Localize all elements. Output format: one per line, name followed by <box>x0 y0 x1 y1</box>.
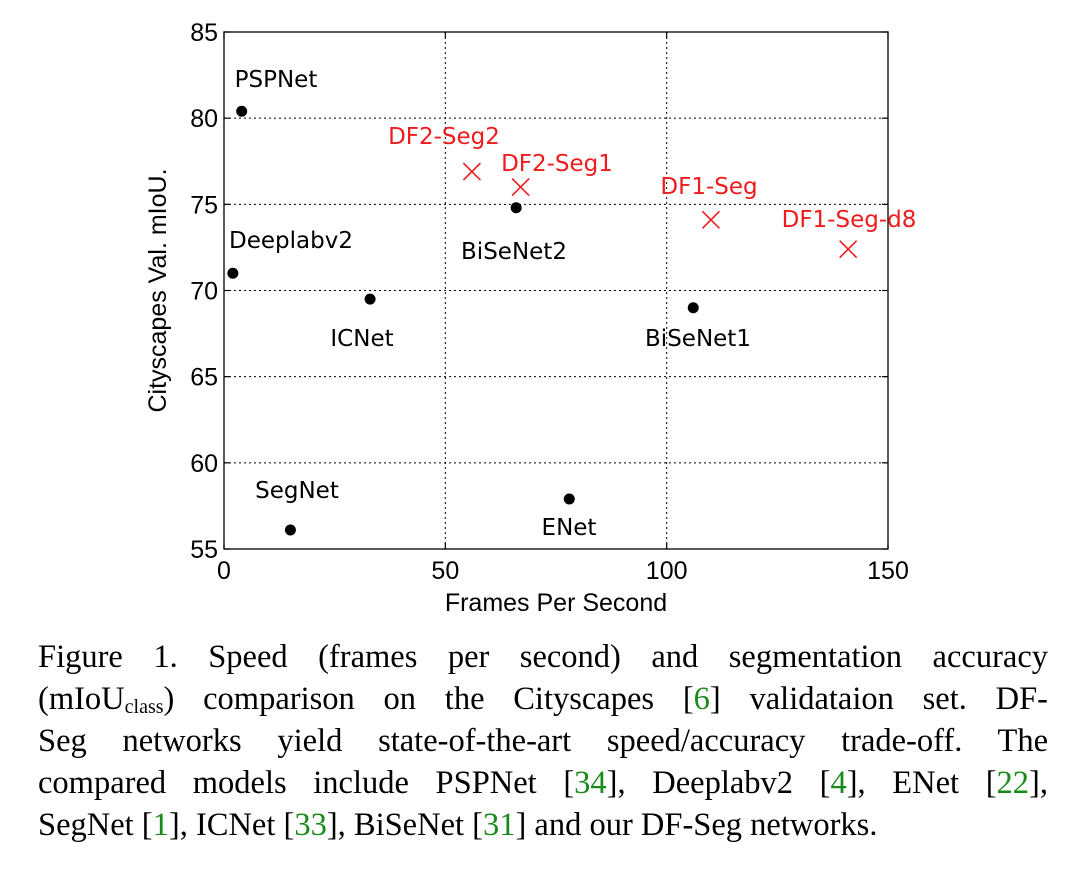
data-point <box>236 105 248 117</box>
caption-text: ) comparison on the Cityscapes [ <box>163 681 694 717</box>
y-tick-label: 55 <box>190 536 218 564</box>
citation-link[interactable]: 4 <box>830 765 847 801</box>
caption-text: ] validataion set. DF- <box>709 681 1049 717</box>
caption-line: SegNet [1], ICNet [33], BiSeNet [31] and… <box>38 804 1048 846</box>
x-tick-label: 150 <box>867 557 909 585</box>
citation-link[interactable]: 22 <box>996 765 1030 801</box>
data-point <box>227 267 239 279</box>
data-point-x-marker <box>511 178 530 197</box>
x-tick-label: 0 <box>217 557 231 585</box>
x-tick-label: 50 <box>431 557 459 585</box>
data-point-label: DF2-Seg2 <box>388 124 500 150</box>
x-axis-ticks: 0 50 100 150 <box>217 32 909 585</box>
data-point <box>364 293 376 305</box>
data-point-label: ICNet <box>330 326 393 352</box>
caption-text: Figure 1. Speed (frames per second) and … <box>38 639 1048 675</box>
data-point <box>284 524 296 536</box>
caption-text: ] and our DF-Seg networks. <box>515 807 878 843</box>
citation-link[interactable]: 31 <box>482 807 516 843</box>
data-point-label: ENet <box>542 515 597 541</box>
caption-line: Figure 1. Speed (frames per second) and … <box>38 636 1048 678</box>
citation-link[interactable]: 6 <box>693 681 710 717</box>
figure-caption: Figure 1. Speed (frames per second) and … <box>38 636 1048 846</box>
y-tick-label: 75 <box>190 191 218 219</box>
caption-line: Seg networks yield state-of-the-art spee… <box>38 720 1048 762</box>
citation-link[interactable]: 1 <box>152 807 169 843</box>
data-point-label: DF1-Seg <box>660 174 757 200</box>
data-point-label: PSPNet <box>235 67 318 93</box>
caption-text: ], BiSeNet [ <box>326 807 483 843</box>
caption-text: SegNet [ <box>38 807 153 843</box>
data-point <box>687 302 699 314</box>
y-axis-ticks: 55 60 65 70 75 80 85 <box>190 19 888 564</box>
x-tick-label: 100 <box>646 557 688 585</box>
data-points: PSPNet Deeplabv2 ICNet SegNet ENet BiSeNet2 Bi… <box>227 67 916 541</box>
scatter-chart: 55 60 65 70 75 80 85 0 50 100 150 Cityscapes Val.… <box>144 19 916 617</box>
citation-link[interactable]: 34 <box>574 765 607 801</box>
data-point-label: DF1-Seg-d8 <box>782 207 917 233</box>
caption-line: (mIoUclass) comparison on the Cityscapes… <box>38 678 1048 720</box>
caption-text: (mIoU <box>38 681 125 717</box>
data-point-label: DF2-Seg1 <box>501 151 613 177</box>
y-tick-label: 85 <box>190 19 218 47</box>
citation-link[interactable]: 33 <box>294 807 327 843</box>
caption-text: ], ENet [ <box>846 765 997 801</box>
data-point-x-marker <box>839 240 858 259</box>
x-axis-label: Frames Per Second <box>445 589 667 617</box>
data-point-label: BiSeNet2 <box>461 239 567 265</box>
data-point-label: Deeplabv2 <box>229 228 353 254</box>
caption-text: ], <box>1029 765 1048 801</box>
caption-line: compared models include PSPNet [34], Dee… <box>38 762 1048 804</box>
caption-text: Seg networks yield state-of-the-art spee… <box>38 723 1048 759</box>
caption-text: ], Deeplabv2 [ <box>606 765 831 801</box>
y-tick-label: 60 <box>190 450 218 478</box>
caption-text: compared models include PSPNet [ <box>38 765 575 801</box>
grid-lines <box>224 32 888 549</box>
y-tick-label: 70 <box>190 278 218 306</box>
data-point-x-marker <box>462 162 481 181</box>
y-tick-label: 80 <box>190 105 218 133</box>
subscript: class <box>124 696 164 718</box>
data-point <box>510 202 522 214</box>
y-tick-label: 65 <box>190 364 218 392</box>
data-point-label: SegNet <box>255 478 339 504</box>
data-point-x-marker <box>701 210 720 229</box>
data-point-label: BiSeNet1 <box>645 326 751 352</box>
y-axis-label: Cityscapes Val. mIoU. <box>144 168 172 412</box>
data-point <box>563 493 575 505</box>
caption-text: ], ICNet [ <box>168 807 295 843</box>
